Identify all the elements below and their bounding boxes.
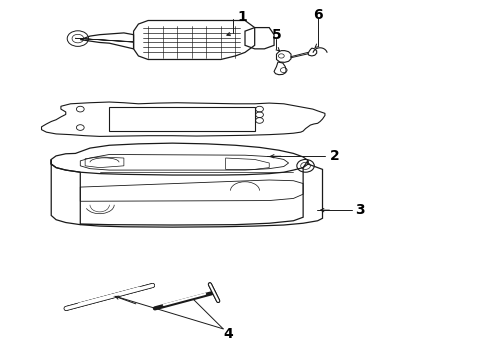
Text: 4: 4 bbox=[223, 327, 233, 341]
Text: 6: 6 bbox=[313, 8, 322, 22]
Text: 5: 5 bbox=[271, 28, 281, 42]
Text: 3: 3 bbox=[355, 203, 365, 217]
Text: 1: 1 bbox=[238, 10, 247, 24]
Text: 2: 2 bbox=[330, 149, 340, 163]
